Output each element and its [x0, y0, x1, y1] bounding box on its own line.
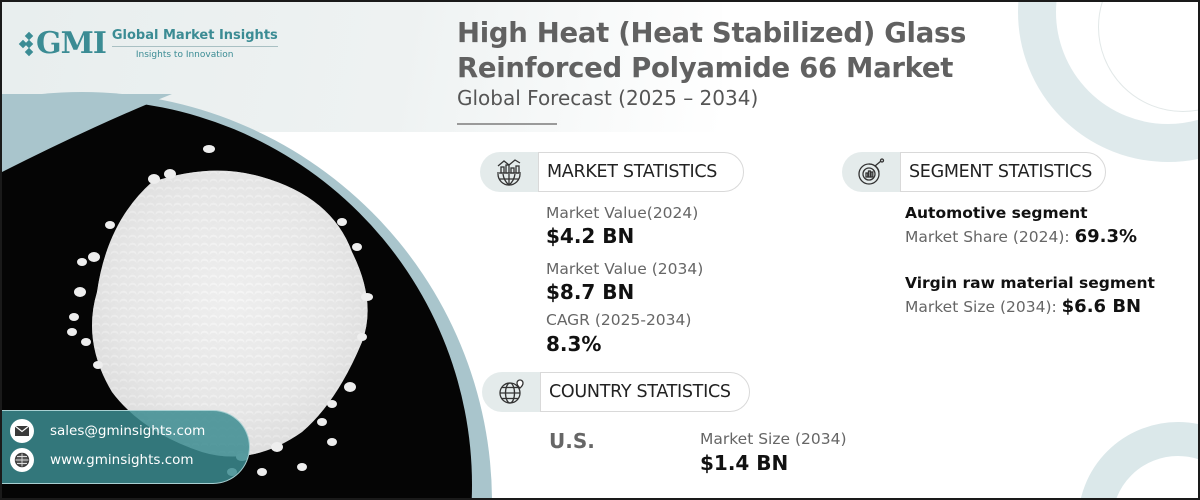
country-statistics-header: COUNTRY STATISTICS — [482, 372, 750, 412]
title-divider — [457, 123, 557, 125]
contact-bar: sales@gminsights.com www.gminsights.com — [2, 410, 250, 484]
logo-mark: GMI — [18, 26, 107, 61]
globe-icon — [10, 448, 34, 472]
automotive-share-value: 69.3% — [1074, 226, 1138, 247]
logo-diamonds-icon — [18, 31, 34, 56]
logo-mark-text: GMI — [36, 26, 107, 61]
decorative-arc-bottom — [1078, 422, 1198, 498]
website-contact[interactable]: www.gminsights.com — [10, 448, 194, 472]
virgin-raw-material-segment-title: Virgin raw material segment — [905, 274, 1155, 292]
target-chart-icon — [842, 152, 900, 192]
cagr-value: 8.3% — [546, 332, 602, 356]
country-market-size-label: Market Size (2034) — [700, 430, 847, 448]
pellet-pile-image — [67, 145, 373, 476]
virgin-size-value: $6.6 BN — [1061, 296, 1142, 317]
segment-statistics-header: SEGMENT STATISTICS — [842, 152, 1106, 192]
automotive-share-label: Market Share (2024): — [905, 228, 1075, 246]
cagr-label: CAGR (2025-2034) — [546, 311, 692, 329]
website-link[interactable]: www.gminsights.com — [50, 452, 194, 468]
virgin-raw-material-segment-size: Market Size (2034): $6.6 BN — [905, 296, 1141, 317]
market-statistics-header: MARKET STATISTICS — [480, 152, 744, 192]
title-line-2: Reinforced Polyamide 66 Market — [457, 52, 954, 84]
brand-name: Global Market Insights — [111, 28, 278, 47]
envelope-icon — [10, 419, 34, 443]
automotive-segment-share: Market Share (2024): 69.3% — [905, 226, 1137, 247]
globe-chart-icon — [480, 152, 538, 192]
automotive-segment-title: Automotive segment — [905, 204, 1088, 222]
page-title: High Heat (Heat Stabilized) Glass Reinfo… — [457, 16, 966, 86]
globe-pin-icon — [482, 372, 540, 412]
market-statistics-heading: MARKET STATISTICS — [538, 152, 744, 192]
segment-statistics-heading: SEGMENT STATISTICS — [900, 152, 1106, 192]
virgin-size-label: Market Size (2034): — [905, 298, 1062, 316]
market-value-2024-label: Market Value(2024) — [546, 204, 699, 222]
title-line-1: High Heat (Heat Stabilized) Glass — [457, 17, 967, 49]
email-link[interactable]: sales@gminsights.com — [50, 423, 206, 439]
page-subtitle: Global Forecast (2025 – 2034) — [457, 86, 759, 110]
gmi-logo: GMI Global Market Insights Insights to I… — [18, 26, 278, 61]
country-market-size-value: $1.4 BN — [700, 451, 789, 475]
market-value-2034-label: Market Value (2034) — [546, 260, 704, 278]
market-value-2034-value: $8.7 BN — [546, 280, 635, 304]
country-name: U.S. — [549, 429, 595, 453]
country-statistics-heading: COUNTRY STATISTICS — [540, 372, 750, 412]
brand-tagline: Insights to Innovation — [135, 49, 234, 60]
email-contact[interactable]: sales@gminsights.com — [10, 419, 205, 443]
market-value-2024-value: $4.2 BN — [546, 224, 635, 248]
photo-frame-corner — [2, 94, 172, 172]
